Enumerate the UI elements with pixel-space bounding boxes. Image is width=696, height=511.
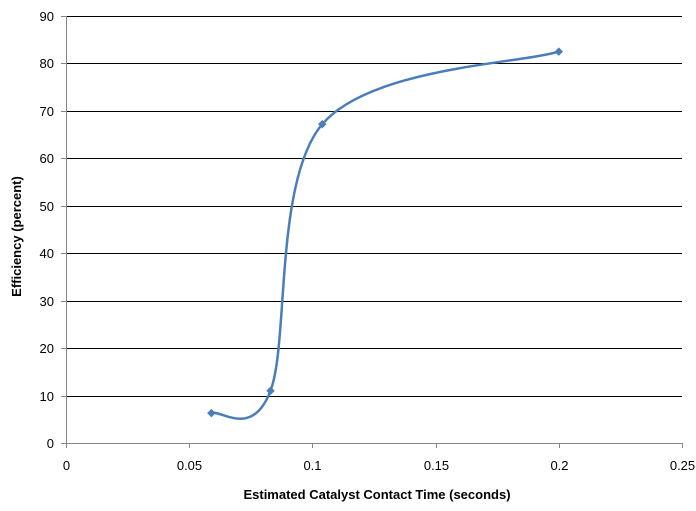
data-point-marker <box>554 47 564 56</box>
y-tick-label: 60 <box>40 151 54 166</box>
y-axis-title: Efficiency (percent) <box>9 176 24 297</box>
x-tick-label: 0.1 <box>303 458 321 473</box>
x-tick-label: 0 <box>63 458 70 473</box>
x-tick-label: 0.15 <box>424 458 449 473</box>
gridlines <box>66 16 682 397</box>
data-point-marker <box>266 386 275 396</box>
y-tick-label: 90 <box>40 9 54 24</box>
y-tick-label: 50 <box>40 199 54 214</box>
data-point-marker <box>207 408 216 418</box>
axes <box>61 16 683 448</box>
x-tick-label: 0.05 <box>177 458 202 473</box>
x-axis-title: Estimated Catalyst Contact Time (seconds… <box>243 487 510 502</box>
y-tick-label: 10 <box>40 389 54 404</box>
series-line <box>210 50 561 420</box>
y-tick-label: 80 <box>40 56 54 71</box>
tick-labels: 0 10 20 30 40 50 60 70 80 90 0 0.05 0.1 0.15 0.2 0.25 <box>40 9 696 473</box>
x-tick-label: 0.2 <box>550 458 568 473</box>
y-tick-label: 20 <box>40 341 54 356</box>
y-tick-label: 30 <box>40 294 54 309</box>
data-series <box>207 47 564 420</box>
y-tick-label: 40 <box>40 246 54 261</box>
x-tick-label: 0.25 <box>670 458 695 473</box>
y-tick-label: 70 <box>40 104 54 119</box>
data-point-marker <box>317 119 327 129</box>
y-tick-label: 0 <box>47 436 54 451</box>
